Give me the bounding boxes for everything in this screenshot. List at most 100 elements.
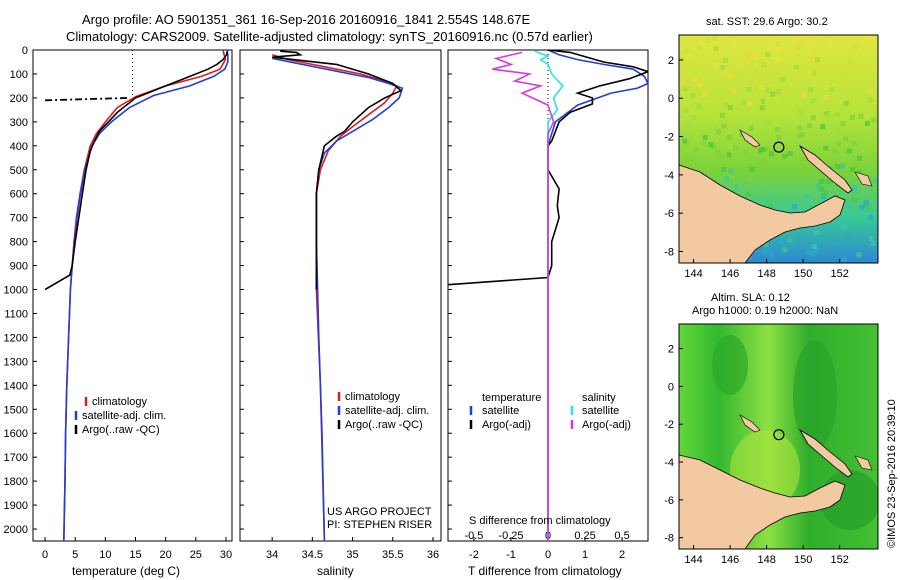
island-land	[854, 455, 873, 471]
island-land	[739, 414, 761, 433]
sst-pixel	[720, 65, 726, 71]
temperature-xlabel: temperature (deg C)	[72, 564, 180, 578]
sst-pixel	[804, 194, 810, 200]
map-x-tick-label: 146	[721, 268, 739, 280]
depth-tick-label: 1800	[4, 476, 28, 488]
legend-label-t-argo: Argo(-adj)	[482, 419, 531, 431]
sst-pixel	[756, 98, 762, 104]
map-x-tick-label: 152	[830, 554, 848, 566]
sst-pixel	[736, 70, 742, 76]
sst-pixel	[711, 144, 716, 150]
sst-pixel	[760, 156, 766, 162]
sst-pixel	[811, 244, 817, 250]
sst-pixel	[762, 249, 768, 255]
sst-pixel	[839, 163, 845, 169]
s-tick-label: 0.5	[614, 530, 629, 542]
sst-pixel	[787, 151, 793, 156]
sst-pixel	[758, 59, 764, 65]
map-y-tick-label: -2	[664, 419, 674, 431]
depth-tick-label: 700	[10, 213, 28, 225]
legend-header-salinity: salinity	[582, 392, 616, 404]
map-y-tick-label: -2	[664, 132, 674, 144]
sst-pixel	[767, 205, 773, 211]
sst-pixel	[681, 64, 687, 70]
new-britain-land	[798, 428, 853, 478]
sst-pixel	[747, 100, 753, 106]
legend-label-argo: Argo(..raw -QC)	[82, 424, 160, 436]
salinity-y-ticks	[240, 49, 244, 530]
series-line	[492, 51, 555, 541]
sst-pixel	[782, 247, 788, 253]
sst-pixel	[852, 187, 858, 193]
sla-map-title-1: Altim. SLA: 0.12	[711, 292, 790, 304]
sst-pixel	[727, 105, 733, 111]
float-position-marker	[773, 429, 785, 441]
sst-pixel	[733, 144, 738, 150]
temperature-legend: climatology satellite-adj. clim. Argo(..…	[74, 396, 166, 436]
sst-pixel	[776, 134, 782, 140]
new-guinea-land	[679, 454, 846, 549]
map-x-tick-label: 150	[794, 268, 812, 280]
sst-pixel	[784, 238, 790, 244]
sst-pixel	[728, 168, 734, 174]
sst-pixel	[841, 256, 847, 262]
depth-tick-label: 100	[10, 69, 28, 81]
sst-pixel	[815, 183, 821, 189]
sst-pixel	[723, 102, 729, 108]
sst-pixel	[814, 57, 820, 63]
sst-pixel	[690, 92, 696, 98]
depth-tick-label: 1700	[4, 452, 28, 464]
pi-annotation: PI: STEPHEN RISER	[327, 519, 432, 531]
legend-label-climatology: climatology	[345, 391, 401, 403]
sst-pixel	[747, 79, 753, 85]
sst-pixel	[826, 40, 832, 46]
sst-pixel	[679, 80, 685, 86]
sst-pixel	[858, 113, 864, 119]
sst-pixel	[724, 176, 730, 182]
sst-pixel	[810, 251, 816, 257]
sst-pixel	[692, 76, 698, 82]
sst-pixel	[741, 100, 747, 106]
map-y-tick-label: -6	[664, 495, 674, 507]
sst-pixel	[761, 162, 767, 168]
sst-pixel	[810, 70, 816, 76]
sst-pixel	[806, 123, 812, 129]
s-tick-label: -0.5	[464, 530, 483, 542]
depth-tick-label: 1400	[4, 380, 28, 392]
difference-legend: temperature satellite Argo(-adj) salinit…	[469, 392, 631, 431]
sst-pixel	[850, 167, 855, 173]
sst-pixel	[684, 82, 690, 88]
sst-pixel	[749, 166, 755, 172]
depth-tick-label: 400	[10, 141, 28, 153]
x-tick-label: 0	[545, 549, 551, 561]
sst-pixel	[729, 174, 735, 180]
sst-pixel	[743, 60, 749, 66]
sst-pixel	[865, 205, 871, 211]
sst-pixel	[748, 125, 754, 131]
sst-pixel	[807, 36, 813, 42]
sst-pixel	[795, 44, 801, 50]
legend-label-argo: Argo(..raw -QC)	[345, 419, 423, 431]
title-line-2: Climatology: CARS2009. Satellite-adjuste…	[66, 29, 593, 44]
series-line	[271, 54, 398, 541]
depth-tick-label: 1500	[4, 404, 28, 416]
sst-pixel	[726, 152, 732, 158]
depth-tick-label: 1000	[4, 285, 28, 297]
depth-tick-label: 1600	[4, 428, 28, 440]
sst-pixel	[705, 37, 711, 43]
x-tick-label: 0	[42, 549, 48, 561]
x-tick-label: 20	[160, 549, 172, 561]
legend-label-s-satellite: satellite	[582, 405, 619, 417]
sst-pixel	[821, 107, 827, 112]
sst-pixel	[696, 45, 702, 51]
sst-map-title: sat. SST: 29.6 Argo: 30.2	[706, 16, 828, 28]
island-land	[739, 129, 761, 148]
sst-pixel	[753, 68, 759, 74]
sst-pixel	[702, 135, 708, 140]
series-line	[44, 51, 228, 291]
sst-pixel	[743, 149, 749, 155]
sst-pixel	[726, 72, 732, 78]
sst-pixel	[719, 112, 725, 118]
sst-pixel	[846, 148, 852, 154]
series-line	[547, 50, 648, 541]
